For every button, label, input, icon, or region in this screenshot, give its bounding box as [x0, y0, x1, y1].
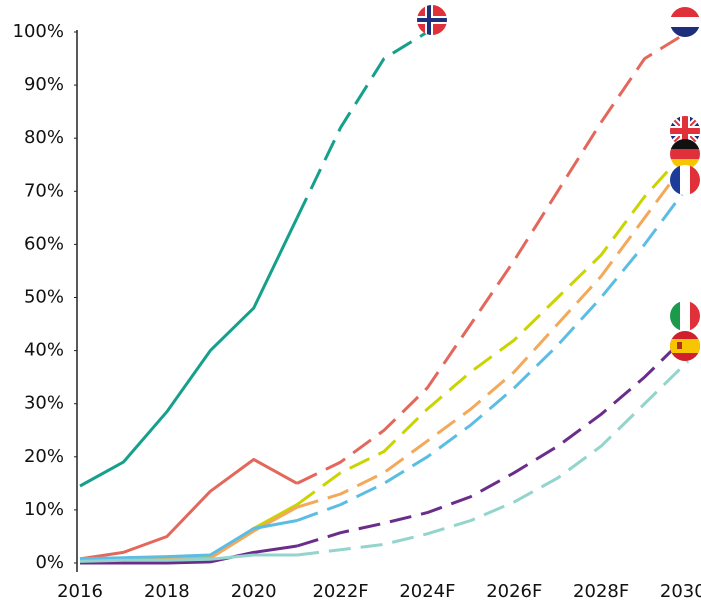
- flag-norway: [417, 5, 447, 35]
- y-tick-label: 100%: [13, 21, 64, 42]
- y-tick-label: 90%: [24, 74, 64, 95]
- flag-france: [670, 165, 700, 195]
- x-tick-label: 2024F: [399, 581, 455, 602]
- flag-germany: [670, 139, 700, 169]
- y-tick-label: 0%: [35, 552, 64, 573]
- x-tick-label: 2028F: [573, 581, 629, 602]
- forecast-line: [296, 30, 689, 485]
- flag-uk: [670, 116, 700, 146]
- x-tick-label: 2018: [144, 581, 190, 602]
- forecast-line: [296, 185, 690, 522]
- y-tick-label: 20%: [24, 446, 64, 467]
- actual-line: [80, 544, 298, 565]
- forecast-line: [296, 333, 690, 548]
- x-tick-label: 2022F: [312, 581, 368, 602]
- y-tick-label: 60%: [24, 233, 64, 254]
- y-tick-label: 70%: [24, 180, 64, 201]
- x-tick-label: 2026F: [486, 581, 542, 602]
- flag-italy: [670, 301, 700, 331]
- actual-line: [79, 458, 298, 561]
- x-tick-label: 2020: [231, 581, 277, 602]
- actual-line: [79, 553, 298, 563]
- flag-netherlands: [670, 7, 700, 37]
- actual-line: [79, 217, 299, 488]
- actual-line: [79, 519, 298, 561]
- plot: [79, 30, 690, 565]
- forecast-line: [296, 360, 690, 557]
- forecast-line: [296, 158, 690, 509]
- x-tick-label: 2030F: [660, 581, 701, 602]
- y-tick-label: 80%: [24, 127, 64, 148]
- flag-spain: [670, 331, 700, 361]
- forecast-line: [295, 30, 429, 219]
- y-tick-label: 40%: [24, 340, 64, 361]
- y-tick-label: 30%: [24, 393, 64, 414]
- y-tick-label: 50%: [24, 287, 64, 308]
- forecast-line: [296, 147, 690, 506]
- y-tick-label: 10%: [24, 499, 64, 520]
- x-tick-label: 2016: [57, 581, 103, 602]
